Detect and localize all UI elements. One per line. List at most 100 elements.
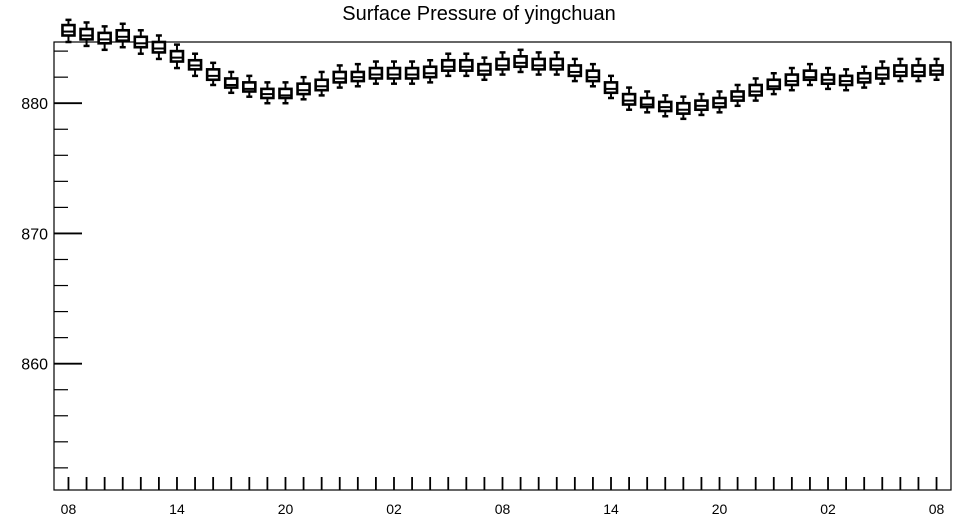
box-iqr <box>97 31 112 45</box>
box-iqr <box>477 62 492 76</box>
box <box>802 62 818 87</box>
box <box>603 74 619 100</box>
box <box>838 68 854 92</box>
box <box>730 83 745 108</box>
x-tick-label: 14 <box>169 501 185 517</box>
box <box>314 70 329 97</box>
box-iqr <box>79 27 94 41</box>
box-iqr <box>278 87 293 100</box>
box-iqr <box>567 64 583 78</box>
chart-title: Surface Pressure of yingchuan <box>342 3 616 25</box>
box-iqr <box>802 69 818 82</box>
box-iqr <box>766 78 782 91</box>
x-tick-label: 08 <box>495 501 511 517</box>
box-iqr <box>784 73 800 87</box>
box <box>422 58 438 84</box>
box-iqr <box>332 70 348 84</box>
box <box>585 62 601 88</box>
box <box>187 52 203 78</box>
box <box>784 66 800 92</box>
box-iqr <box>585 69 601 83</box>
box <box>495 51 510 76</box>
y-axis: 860 870 880 <box>21 50 82 469</box>
box <box>766 72 782 96</box>
box <box>296 75 311 101</box>
box <box>79 21 94 48</box>
y-tick-label: 870 <box>21 226 48 243</box>
box-iqr <box>242 81 257 93</box>
box <box>513 48 528 74</box>
y-tick-label: 880 <box>21 96 48 113</box>
box <box>477 56 492 82</box>
box-iqr <box>603 81 619 95</box>
box <box>386 60 402 85</box>
box <box>133 29 149 55</box>
box <box>368 60 384 85</box>
box-iqr <box>296 82 311 96</box>
box <box>893 57 908 83</box>
y-tick-label: 860 <box>21 357 48 374</box>
box-iqr <box>621 92 637 106</box>
x-tick-label: 02 <box>820 501 836 517</box>
box <box>676 95 691 121</box>
box <box>459 52 474 78</box>
x-tick-label: 08 <box>61 501 77 517</box>
box <box>856 65 872 89</box>
box <box>332 64 348 89</box>
box <box>115 22 131 49</box>
box <box>712 90 727 114</box>
box-iqr <box>115 28 131 42</box>
box-iqr <box>459 58 474 72</box>
box <box>531 51 546 76</box>
box <box>205 61 221 87</box>
box-iqr <box>893 64 908 78</box>
x-tick-label: 20 <box>712 501 728 517</box>
box-iqr <box>874 66 890 80</box>
x-tick-label: 14 <box>603 501 619 517</box>
x-axis: 08 14 20 02 08 14 20 02 08 <box>61 477 945 517</box>
box <box>97 25 112 52</box>
box <box>639 90 655 114</box>
plot-frame <box>53 41 952 491</box>
box <box>874 60 890 85</box>
box-iqr <box>639 96 655 109</box>
box <box>929 57 944 82</box>
box-iqr <box>676 101 691 115</box>
box <box>694 92 709 117</box>
box <box>820 66 836 91</box>
x-tick-label: 02 <box>386 501 402 517</box>
box-iqr <box>314 78 329 92</box>
box-iqr <box>495 57 510 71</box>
box-iqr <box>169 49 185 63</box>
box-iqr <box>549 57 565 71</box>
box-iqr <box>368 66 384 80</box>
box-series <box>61 18 944 121</box>
box-iqr <box>205 68 221 82</box>
box <box>278 81 293 105</box>
box <box>223 70 239 95</box>
box-iqr <box>151 40 167 54</box>
box-iqr <box>61 23 76 37</box>
box-iqr <box>404 66 420 80</box>
box-iqr <box>513 55 528 69</box>
box-iqr <box>386 66 402 80</box>
box <box>911 57 926 83</box>
x-tick-label: 08 <box>929 501 945 517</box>
box <box>567 57 583 83</box>
x-tick-label: 20 <box>278 501 294 517</box>
box-iqr <box>422 65 438 79</box>
box-iqr <box>531 57 546 71</box>
box <box>404 60 420 85</box>
box <box>549 51 565 76</box>
box-iqr <box>440 58 456 72</box>
box <box>61 18 76 44</box>
box <box>350 62 366 88</box>
box-iqr <box>911 64 926 78</box>
box <box>440 52 456 78</box>
box <box>657 94 673 118</box>
box <box>169 43 185 70</box>
box <box>242 74 257 98</box>
box-iqr <box>223 77 239 89</box>
box-iqr <box>748 83 763 97</box>
